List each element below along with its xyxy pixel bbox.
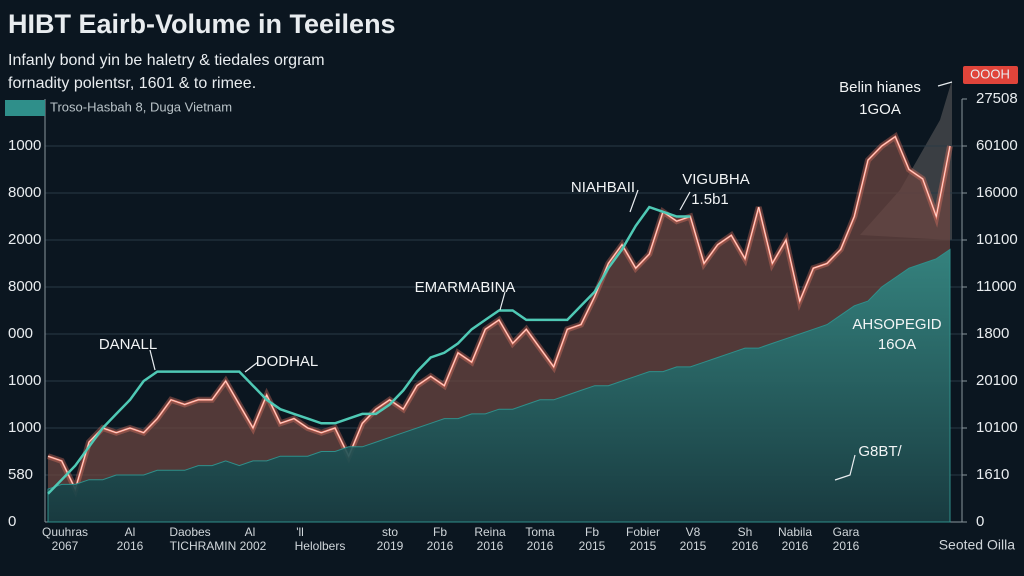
x-tick-label: Fobier (626, 525, 660, 539)
subtitle: fornadity polentsr, 1601 & to rimee. (8, 75, 256, 92)
line-core (47, 135, 951, 491)
annotation: DODHAL (256, 353, 319, 370)
x-tick-sublabel: 2016 (732, 539, 759, 553)
x-tick-sublabel: 2016 (427, 539, 454, 553)
x-tick-sublabel: 2015 (579, 539, 606, 553)
leader (499, 291, 506, 311)
y2-tick-label: 20100 (976, 372, 1018, 389)
x-tick-label: V8 (686, 525, 701, 539)
leader (149, 349, 156, 371)
y2-tick-label: 60100 (976, 137, 1018, 154)
y2-tick-label: 1800 (976, 325, 1009, 342)
x-tick-label: Daobes (169, 525, 210, 539)
x-tick-label: 'll (296, 525, 304, 539)
x-tick-sublabel: Helolbers (295, 539, 346, 553)
y-tick-label: 1000 (8, 372, 41, 389)
y-tick-label: 8000 (8, 278, 41, 295)
y2-tick-label: 16000 (976, 184, 1018, 201)
x-tick-label: Nabila (778, 525, 812, 539)
x-tick-sublabel: 2016 (833, 539, 860, 553)
y-tick-label: 8000 (8, 184, 41, 201)
y-tick-label: 0 (8, 513, 16, 530)
x-tick-label: Fb (433, 525, 447, 539)
annotation: 1.5b1 (691, 191, 729, 208)
annotation: AHSOPEGID (852, 316, 941, 333)
area (47, 248, 951, 523)
y2-tick-label: 27508 (976, 90, 1018, 107)
plot (44, 98, 967, 523)
x-tick-sublabel: 2016 (117, 539, 144, 553)
leader (629, 189, 639, 213)
y2-tick-label: 0 (976, 513, 984, 530)
x-tick-sublabel: 2015 (630, 539, 657, 553)
x-tick-sublabel: 2015 (680, 539, 707, 553)
y-tick-label: 1000 (8, 419, 41, 436)
x-tick-label: sto (382, 525, 398, 539)
annotation: VIGUBHA (682, 171, 750, 188)
y-tick-label: 2000 (8, 231, 41, 248)
x-tick-label: Al (125, 525, 136, 539)
annotation: 1GOA (859, 101, 901, 118)
x-tick-sublabel: 2067 (52, 539, 79, 553)
y-tick-label: 000 (8, 325, 33, 342)
x-tick-label: Quuhras (42, 525, 88, 539)
subtitle: Infanly bond yin be haletry & tiedales o… (8, 52, 325, 69)
y-tick-label: 1000 (8, 137, 41, 154)
leader (244, 361, 259, 373)
x-tick-label: Sh (738, 525, 753, 539)
y2-tick-label: 11000 (976, 278, 1017, 295)
annotation: 16OA (878, 336, 916, 353)
annotation: NIAHBAII (571, 179, 635, 196)
x-tick-sublabel: TICHRAMIN 2002 (170, 539, 267, 553)
leader (937, 81, 953, 87)
x-tick-sublabel: 2016 (782, 539, 809, 553)
annotation: EMARMABINA (415, 279, 516, 296)
bottom-note: Seoted Oilla (939, 537, 1015, 553)
y2-tick-label: 10100 (976, 419, 1018, 436)
x-tick-label: Reina (474, 525, 506, 539)
x-tick-label: Toma (525, 525, 555, 539)
leader (679, 191, 691, 211)
leaders (149, 81, 953, 481)
x-tick-sublabel: 2019 (377, 539, 404, 553)
y2-tick-label: 10100 (976, 231, 1018, 248)
legend-swatch (5, 100, 45, 116)
x-tick-label: Fb (585, 525, 599, 539)
chart-title: HIBT Eairb-Volume in Teeilens (8, 9, 396, 39)
x-tick-label: Al (245, 525, 256, 539)
annotation: G8BT/ (858, 443, 902, 460)
x-tick-sublabel: 2016 (477, 539, 504, 553)
annotation: DANALL (99, 336, 157, 353)
badge (963, 66, 1018, 84)
x-tick-sublabel: 2016 (527, 539, 554, 553)
y2-tick-label: 1610 (976, 466, 1009, 483)
y-tick-label: 580 (8, 466, 33, 483)
legend-label: Troso-Hasbah 8, Duga Vietnam (50, 99, 232, 114)
badge-text: OOOH (970, 66, 1010, 81)
line (47, 205, 691, 495)
leader (834, 454, 856, 481)
annotation: Belin hianes (839, 79, 921, 96)
x-tick-label: Gara (833, 525, 860, 539)
